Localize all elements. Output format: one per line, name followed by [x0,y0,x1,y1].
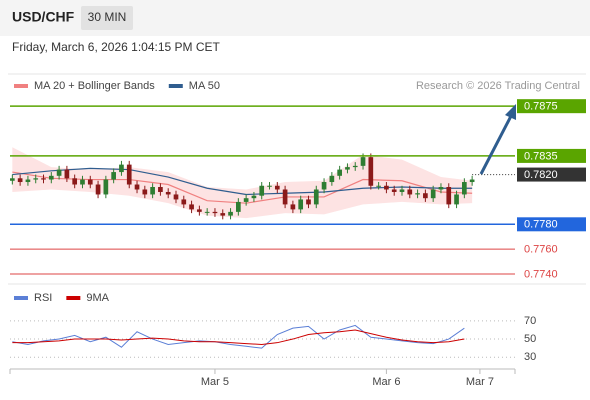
candle-body [423,193,428,199]
legend-label: MA 20 + Bollinger Bands [34,80,155,92]
y-tick-label: 30 [524,351,536,363]
bollinger-band [12,147,473,219]
symbol: USD/CHF [12,9,75,25]
candle-body [87,179,93,185]
candle-body [173,194,179,200]
level-label: 0.7780 [524,219,558,231]
candle-body [72,178,78,185]
legend-label: 9MA [86,292,109,304]
candle-body [220,213,226,216]
level-label: 0.7875 [524,101,558,113]
candle-body [306,199,311,205]
level-label: 0.7820 [524,169,558,181]
x-tick-label: Mar 5 [201,376,229,388]
candle-body [197,209,202,212]
candle-body [321,182,327,190]
legend-label: MA 50 [189,80,220,92]
candle-body [407,189,413,195]
legend-swatch [168,84,183,88]
candle-body [352,165,358,168]
candle-body [212,211,218,214]
candle-body [158,187,163,192]
y-tick-label: 50 [524,333,536,345]
legend-swatch [14,84,28,88]
candle-body [446,187,452,205]
candle-body [111,172,116,180]
credit: Research © 2026 Trading Central [416,80,580,92]
level-label: 0.7740 [524,268,558,280]
candle-body [189,204,194,210]
interval-label[interactable]: 30 MIN [88,10,127,24]
candle-body [313,189,319,205]
candle-body [48,175,54,180]
candle-body [10,178,15,181]
candle-body [391,189,397,192]
level-label: 0.7835 [524,150,558,162]
candle-body [17,178,23,183]
candle-body [368,157,374,186]
candle-body [165,191,171,195]
candle-body [41,178,46,180]
candle-body [33,178,39,180]
candle-body [64,169,70,179]
candle-body [282,189,288,205]
candle-body [80,179,85,185]
level-label: 0.7760 [524,244,558,256]
candle-body [337,169,342,176]
rsi-line [12,324,465,349]
candle-body [415,193,420,195]
candle-body [438,187,444,190]
candle-body [376,185,381,187]
candle-body [469,179,475,183]
interval-button[interactable] [81,6,133,30]
level-box [517,167,586,182]
candle-body [251,195,257,199]
level-box [517,148,586,163]
candle-body [329,175,335,183]
candle-body [274,185,280,190]
candle-body [204,211,210,213]
candle-body [399,189,405,192]
candle-body [243,198,249,202]
candle-body [454,194,459,205]
candle-body [181,199,187,205]
candle-body [228,211,233,216]
candle-body [360,157,366,166]
forecast-arrowhead [505,104,516,120]
x-tick-label: Mar 7 [466,376,494,388]
level-box [517,217,586,232]
candle-body [345,167,350,170]
x-tick-label: Mar 6 [372,376,400,388]
timestamp: Friday, March 6, 2026 1:04:15 PM CET [12,40,221,54]
candle-body [95,184,101,195]
candle-body [430,189,436,199]
legend-label: RSI [34,292,52,304]
candle-body [236,201,241,212]
candle-body [298,199,304,210]
candle-body [126,164,132,185]
candle-body [290,204,296,210]
forecast-arrow [479,115,513,175]
candle-body [150,187,155,195]
candle-body [259,185,265,196]
legend-swatch [14,296,28,300]
candle-body [142,189,148,195]
candle-body [134,184,140,190]
candle-body [384,185,389,190]
y-tick-label: 70 [524,315,536,327]
candle-body [119,164,124,173]
candle-body [462,182,467,195]
legend-swatch [66,296,81,300]
candle-body [25,179,31,183]
candle-body [103,179,109,195]
level-box [517,99,586,114]
candle-body [267,185,272,187]
rsi-line [12,329,465,345]
candle-body [56,169,62,176]
